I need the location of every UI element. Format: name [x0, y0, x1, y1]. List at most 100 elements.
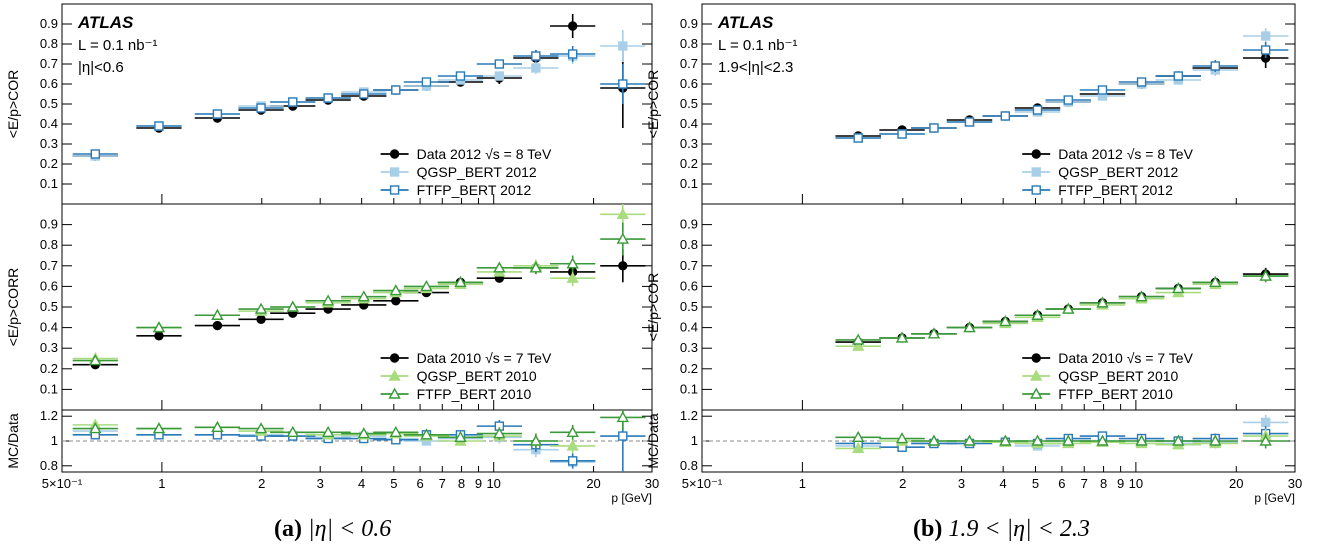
fig-b-panel-1-series-2-point — [1031, 308, 1044, 320]
fig-a-panel-0-ytick-label: 0.9 — [40, 16, 58, 31]
fig-a-panel-0-ytick-label: 0.4 — [40, 116, 58, 131]
fig-a-panel-2-series-3-point — [254, 422, 268, 434]
fig-b-panel-2-ytick-label: 1.2 — [680, 408, 698, 423]
fig-a-panel-0-series-2-point — [618, 79, 628, 89]
fig-b-panel-1-ytick-label: 0.4 — [680, 320, 698, 335]
fig-a-panel-2-series-3-point — [493, 427, 506, 439]
fig-b-panel-0-ytick-label: 0.5 — [680, 96, 698, 111]
fig-b-panel-0-series-2-point — [853, 133, 863, 143]
fig-b-xtick-label: 3 — [958, 476, 965, 491]
fig-a-panel-2-series-3-point — [420, 428, 433, 440]
caption-a-label: (a) — [274, 516, 302, 542]
fig-b-xtick-label: 30 — [1288, 476, 1302, 491]
fig-a-panel-1-ylabel: <E/p>CORR — [5, 268, 21, 347]
fig-a-panel-1-series-2-point — [420, 279, 433, 292]
fig-b-panel-0-ytick-label: 0.3 — [680, 136, 698, 151]
fig-a-panel-1-series-2-point — [493, 261, 506, 273]
fig-a-panel-0-series-1-point — [531, 63, 541, 73]
fig-a-panel-2-ytick-label: 0.8 — [40, 458, 58, 473]
caption-b: (b) 1.9 < |η| < 2.3 — [913, 516, 1090, 543]
fig-b-xtick-label: 4 — [1000, 476, 1007, 491]
fig-a-panel-1-legend-label-2: FTFP_BERT 2010 — [417, 386, 532, 402]
fig-a-panel-0-eta-label: |η|<0.6 — [78, 59, 124, 76]
fig-b-xtick-label: 20 — [1229, 476, 1243, 491]
fig-a-panel-1-series-2-point — [566, 257, 579, 269]
fig-a-xtick-label: 4 — [358, 476, 365, 491]
caption-b-text: 1.9 < |η| < 2.3 — [948, 516, 1090, 542]
fig-b-panel-2-series-3-point — [927, 434, 941, 446]
fig-a-panel-0-ytick-label: 0.1 — [40, 176, 58, 191]
fig-b-panel-0-series-2-point — [1032, 105, 1043, 115]
fig-b-panel-1-ytick-label: 0.8 — [680, 237, 698, 252]
fig-a-panel-0-series-2-point — [567, 49, 578, 59]
fig-a-panel-1-ytick-label: 0.2 — [40, 361, 58, 376]
fig-a-panel-1-series-0-point — [154, 331, 164, 341]
fig-b-panel-1-legend-marker-0 — [1031, 353, 1041, 363]
fig-b-panel-0-ytick-label: 0.1 — [680, 176, 698, 191]
fig-a-panel-2-series-3-point — [286, 425, 299, 438]
fig-a-xtick-label: 2 — [258, 476, 265, 491]
fig-b-panel-1-frame — [701, 203, 1296, 411]
fig-b-panel-2-series-3-point — [999, 434, 1012, 446]
fig-b-xtick-label: 8 — [1100, 476, 1107, 491]
fig-a-xtick-label: 5×10⁻¹ — [42, 476, 83, 491]
fig-a-panel-2-series-1-point — [567, 456, 578, 466]
fig-a-xtick-label: 1 — [158, 476, 165, 491]
fig-b-panel-1-series-2-point — [1209, 275, 1222, 287]
fig-b-xtick-label: 9 — [1117, 476, 1124, 491]
fig-b-panel-0-legend-label-2: FTFP_BERT 2012 — [1058, 182, 1173, 198]
fig-b-panel-2-series-3-point — [1259, 434, 1272, 446]
fig-a-panel-0-ytick-label: 0.2 — [40, 156, 58, 171]
fig-a-panel-0-ytick-label: 0.6 — [40, 76, 58, 91]
fig-b-panel-0-atlas-label: ATLAS — [717, 13, 774, 32]
fig-b-panel-0-eta-label: 1.9<|η|<2.3 — [718, 59, 793, 76]
fig-a-panel-1-legend-marker-2 — [388, 387, 401, 399]
fig-a-xtick-label: 20 — [586, 476, 600, 491]
fig-b-panel-2-series-3-point — [852, 430, 865, 442]
fig-a-panel-0-series-2-point — [455, 71, 466, 81]
fig-b-panel-2-series-3-point — [963, 434, 976, 446]
fig-a-panel-0-series-2-point — [154, 121, 164, 131]
fig-a-panel-2-series-3-point — [616, 410, 630, 423]
fig-a-panel-1-ytick-label: 0.3 — [40, 340, 58, 355]
fig-b-panel-1-series-2-point — [1172, 282, 1185, 294]
fig-a-panel-2-ylabel: MC/Data — [5, 413, 21, 468]
fig-b-panel-1-series-2-point — [1096, 296, 1109, 308]
fig-b-panel-0-lumi-label: L = 0.1 nb⁻¹ — [718, 37, 798, 54]
fig-a-panel-1-ytick-label: 0.6 — [40, 278, 58, 293]
fig-b-panel-0-legend-label-1: QGSP_BERT 2012 — [1058, 164, 1178, 180]
fig-a-panel-1-legend-marker-1 — [388, 369, 401, 381]
fig-b-panel-2-series-3-point — [895, 432, 909, 444]
fig-a-panel-0-series-2-point — [323, 93, 333, 103]
caption-a-text: |η| < 0.6 — [307, 516, 392, 542]
fig-a-panel-2-series-1-point — [618, 431, 628, 441]
fig-a-xtick-label: 6 — [416, 476, 423, 491]
fig-a-panel-0-series-2-point — [421, 77, 432, 87]
fig-b-panel-0-ytick-label: 0.4 — [680, 116, 698, 131]
fig-a-panel-1-series-2-point — [357, 290, 370, 302]
fig-a-panel-0-series-1-point — [494, 71, 505, 81]
fig-a-panel-1-series-1-point — [616, 207, 630, 220]
fig-b-xtick-label: 10 — [1129, 476, 1143, 491]
fig-b-panel-1-series-2-point — [852, 333, 865, 345]
fig-a-panel-0-lumi-label: L = 0.1 nb⁻¹ — [78, 37, 158, 54]
fig-a-panel-1-series-0-point — [256, 314, 266, 325]
fig-a-panel-1-ytick-label: 0.7 — [40, 258, 58, 273]
fig-a-panel-1-ytick-label: 0.4 — [40, 320, 58, 335]
fig-a-panel-0-ylabel: <E/p>COR — [5, 70, 21, 138]
fig-b-panel-1-series-2-point — [999, 314, 1012, 327]
fig-a-xtick-label: 5 — [390, 476, 397, 491]
fig-b-panel-2-ylabel: MC/Data — [645, 413, 661, 468]
fig-a-panel-1-series-2-point — [616, 232, 630, 244]
fig-a-panel-0-series-2-point — [90, 149, 101, 159]
fig-b-panel-0-series-2-point — [1260, 45, 1271, 55]
fig-b-panel-0-ytick-label: 0.9 — [680, 16, 698, 31]
caption-a: (a) |η| < 0.6 — [274, 516, 391, 543]
fig-a-xtick-label: 10 — [486, 476, 500, 491]
fig-b-panel-2-series-3-point — [1172, 434, 1185, 446]
fig-b-panel-1-legend-label-2: FTFP_BERT 2010 — [1058, 386, 1173, 402]
fig-a-panel-2-series-3-point — [454, 430, 467, 442]
fig-b-panel-0-ytick-label: 0.7 — [680, 56, 698, 71]
fig-b-panel-0-series-2-point — [1097, 85, 1108, 95]
